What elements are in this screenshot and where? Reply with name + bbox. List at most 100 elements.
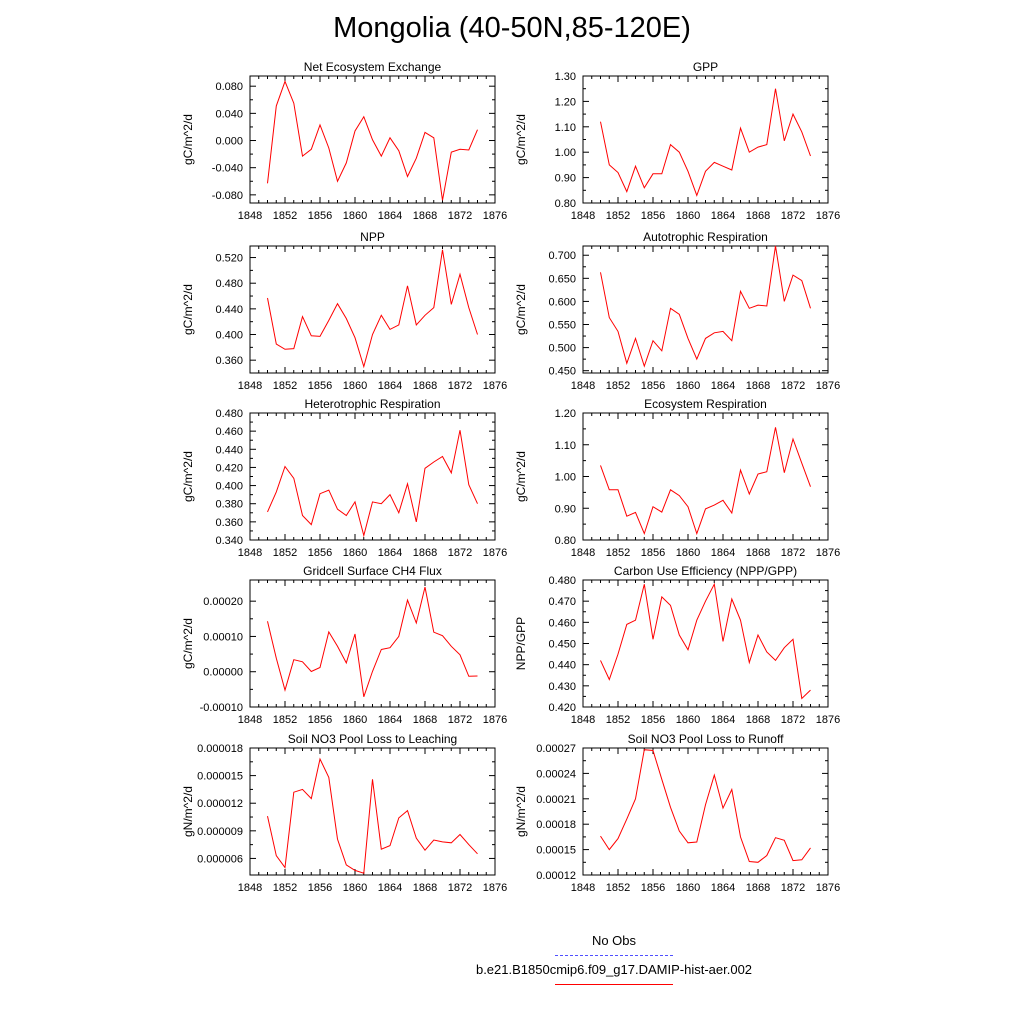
legend-line-no-obs [555,955,673,956]
x-tick-label: 1872 [448,714,472,726]
x-tick-label: 1852 [606,714,630,726]
y-tick-label: 0.440 [215,304,243,316]
y-tick-label: 1.10 [555,440,576,452]
y-tick-label: 0.00012 [536,870,576,882]
x-tick-label: 1864 [711,380,735,392]
y-axis-label: gN/m^2/d [514,786,528,837]
x-tick-label: 1864 [378,547,402,559]
y-tick-label: 0.040 [215,108,243,120]
plot-frame [249,245,496,374]
plot-frame [249,412,496,541]
plot-frame [582,579,829,708]
x-tick-label: 1868 [413,714,437,726]
x-tick-label: 1848 [571,210,595,222]
y-tick-label: 0.00018 [536,819,576,831]
panel-title: Ecosystem Respiration [644,397,767,411]
y-tick-label: 0.520 [215,253,243,265]
x-tick-label: 1848 [238,547,262,559]
series-line [600,88,811,197]
y-tick-label: 1.00 [555,147,576,159]
y-tick-label: 0.420 [215,462,243,474]
x-tick-label: 1864 [378,210,402,222]
x-tick-label: 1872 [781,210,805,222]
plot-frame [582,412,829,541]
y-tick-label: 0.650 [548,273,576,285]
panel-title: Net Ecosystem Exchange [304,60,442,74]
panel-title: NPP [360,230,385,244]
x-tick-label: 1856 [641,882,665,894]
x-tick-label: 1876 [483,380,507,392]
panel-title: Soil NO3 Pool Loss to Leaching [288,732,457,746]
x-tick-label: 1860 [343,210,367,222]
x-tick-label: 1872 [781,714,805,726]
y-axis-label: gC/m^2/d [181,114,195,165]
y-tick-label: 0.90 [555,173,576,185]
x-tick-label: 1868 [746,882,770,894]
x-tick-label: 1856 [641,547,665,559]
y-tick-label: 0.000 [215,136,243,148]
x-tick-label: 1856 [308,882,332,894]
x-tick-label: 1852 [606,210,630,222]
x-tick-label: 1876 [816,547,840,559]
y-tick-label: 0.440 [548,660,576,672]
x-tick-label: 1856 [308,547,332,559]
x-tick-label: 1864 [378,380,402,392]
x-tick-label: 1876 [816,714,840,726]
x-tick-label: 1848 [238,380,262,392]
x-tick-label: 1848 [571,380,595,392]
x-tick-label: 1864 [711,882,735,894]
x-tick-label: 1876 [816,210,840,222]
y-tick-label: 0.700 [548,250,576,262]
x-tick-label: 1872 [781,882,805,894]
x-tick-label: 1860 [676,714,700,726]
legend-label-no-obs: No Obs [591,933,637,948]
plot-frame [582,245,829,374]
x-tick-label: 1864 [711,714,735,726]
y-tick-label: 0.450 [548,639,576,651]
x-tick-label: 1872 [448,547,472,559]
x-tick-label: 1848 [571,714,595,726]
y-tick-label: 1.20 [555,96,576,108]
y-tick-label: 0.80 [555,535,576,547]
y-tick-label: 0.000009 [197,826,243,838]
x-tick-label: 1860 [676,882,700,894]
panel-gpp: GPP gC/m^2/d 1848 1852 1856 1860 1864 1868 1872 1… [514,60,840,222]
x-tick-label: 1852 [606,882,630,894]
y-tick-label: 0.400 [215,481,243,493]
panel-title: Soil NO3 Pool Loss to Runoff [628,732,785,746]
series-line [267,757,478,874]
x-tick-label: 1868 [746,714,770,726]
y-tick-label: 1.20 [555,408,576,420]
series-line [600,749,811,863]
x-tick-label: 1860 [676,380,700,392]
series-line [600,427,811,536]
x-tick-label: 1852 [273,380,297,392]
panel-title: Autotrophic Respiration [643,230,768,244]
x-tick-label: 1848 [238,882,262,894]
x-tick-label: 1876 [483,547,507,559]
x-tick-label: 1868 [746,210,770,222]
y-axis-label: NPP/GPP [514,617,528,670]
x-tick-label: 1872 [448,380,472,392]
y-tick-label: 1.00 [555,472,576,484]
y-tick-label: 1.30 [555,71,576,83]
legend-line-model [555,984,673,985]
x-tick-label: 1864 [711,210,735,222]
y-tick-label: 0.80 [555,198,576,210]
y-tick-label: 0.00015 [536,845,576,857]
panel-title: Carbon Use Efficiency (NPP/GPP) [614,564,797,578]
series-line [600,582,811,700]
panel-ecosystem-respiration: Ecosystem Respiration gC/m^2/d 1848 1852 185… [514,397,840,559]
x-tick-label: 1852 [273,547,297,559]
x-tick-label: 1856 [641,714,665,726]
x-tick-label: 1852 [273,882,297,894]
panel-soil-no3-pool-loss-to-runoff: Soil NO3 Pool Loss to Runoff gN/m^2/d 1848… [514,732,840,894]
y-tick-label: 0.480 [548,575,576,587]
x-tick-label: 1848 [238,210,262,222]
x-tick-label: 1876 [483,210,507,222]
x-tick-label: 1860 [343,547,367,559]
x-tick-label: 1852 [273,714,297,726]
y-tick-label: 0.460 [548,617,576,629]
y-tick-label: 0.00024 [536,768,576,780]
